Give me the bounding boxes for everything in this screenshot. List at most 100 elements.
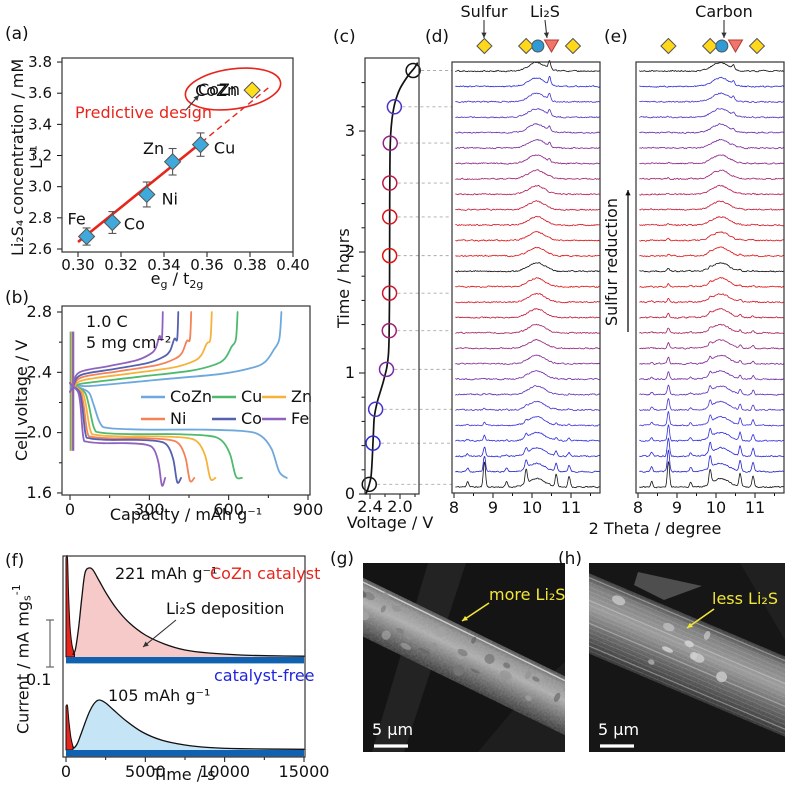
sem-g-li2s-particle xyxy=(525,695,532,701)
e-xrd-trace-5 xyxy=(639,398,785,411)
d-xrd-trace-7 xyxy=(455,370,601,381)
li2s-header-label: Li₂S xyxy=(530,2,560,21)
e-xrd-trace-8 xyxy=(639,354,785,365)
panel-c-chart: 0 1 2 3 2.4 2.0 xyxy=(345,57,452,516)
sem-g-fiber xyxy=(338,576,580,751)
e-xrd-trace-13 xyxy=(639,277,785,288)
de-x-axis-label: 2 Theta / degree xyxy=(588,519,722,538)
sem-g-li2s-particle xyxy=(363,591,375,601)
e-xrd-trace-7 xyxy=(639,370,785,381)
e-xrd-trace-20 xyxy=(639,169,785,180)
f-bottom-baseline-band xyxy=(66,750,304,757)
d-x-tick-label: 8 xyxy=(449,498,459,517)
c-voltage-curve xyxy=(365,62,419,495)
f-deposition-arrow-head xyxy=(143,641,149,647)
a-x-axis-label: eg / t2g xyxy=(150,269,204,292)
d-xrd-trace-16 xyxy=(455,231,601,242)
sem-g-li2s-particle xyxy=(338,603,352,617)
d-carbon-marker-circle xyxy=(531,39,545,53)
a-point-label-Ni: Ni xyxy=(162,189,178,208)
sem-h-li2s-clump xyxy=(663,622,675,632)
sem-h-fiber-texture xyxy=(589,572,785,752)
e-sulfur-marker-diamond xyxy=(660,37,677,55)
e-xrd-trace-25 xyxy=(639,92,785,103)
f-deposition-arrow xyxy=(142,619,177,648)
c-y-tick-label: 0 xyxy=(345,484,355,503)
c-y-tick-label: 1 xyxy=(345,363,355,382)
a-point-label-Zn: Zn xyxy=(143,139,164,158)
f-x-tick-label: 15000 xyxy=(279,762,330,781)
f-top-outline xyxy=(72,567,305,657)
a-x-tick-label: 0.40 xyxy=(276,256,309,274)
d-xrd-trace-25 xyxy=(455,92,601,104)
e-x-tick-label: 11 xyxy=(745,498,765,517)
e-xrd-trace-15 xyxy=(639,246,785,258)
e-plot-box xyxy=(635,61,785,494)
f-bottom-capacity-label: 105 mAh g⁻¹ xyxy=(108,686,211,705)
a-data-point-Co xyxy=(103,213,122,232)
e-x-tick-label: 10 xyxy=(706,498,726,517)
d-xrd-trace-22 xyxy=(455,138,601,150)
a-point-label-Co: Co xyxy=(124,215,145,234)
b-y-tick-label: 1.6 xyxy=(27,483,52,502)
e-xrd-trace-6 xyxy=(639,384,785,396)
b-x-tick-label: 0 xyxy=(65,500,75,519)
sem-h-fiber xyxy=(589,572,785,752)
f-top-area xyxy=(72,567,307,657)
c-time-marker-11 xyxy=(405,62,421,79)
a-y-tick-label: 3.4 xyxy=(28,115,52,133)
c-plot-box xyxy=(364,57,420,495)
panel-label-d: (d) xyxy=(425,27,450,47)
d-plot-box xyxy=(451,61,601,494)
sem-g-li2s-particle xyxy=(363,611,370,621)
d-xrd-trace-27 xyxy=(455,60,601,73)
b-x-tick-label: 600 xyxy=(213,500,244,519)
f-top-capacity-label: 221 mAh g⁻¹ xyxy=(115,564,218,583)
e-xrd-trace-9 xyxy=(639,339,785,350)
f-cozn-catalyst-label: CoZn catalyst xyxy=(210,564,321,583)
e-xrd-trace-11 xyxy=(639,308,785,319)
sem-h-li2s-clump xyxy=(703,630,711,640)
a-y-tick-label: 2.8 xyxy=(28,209,52,227)
panel-label-e: (e) xyxy=(604,27,628,47)
d-sulfur-marker-diamond xyxy=(476,37,493,55)
sem-g-li2s-particle xyxy=(380,605,386,613)
sem-g-annotation-arrow-head xyxy=(462,615,468,621)
c-y-tick-label: 3 xyxy=(345,121,355,140)
sem-g-li2s-particle xyxy=(400,642,412,650)
panel-a-inline-text: CoZn xyxy=(198,80,240,99)
sem-g-li2s-particle xyxy=(381,630,391,640)
sem-g-li2s-particle xyxy=(430,642,438,652)
f-x-tick-label: 5000 xyxy=(125,762,166,781)
sem-g-li2s-particle xyxy=(484,653,495,664)
e-carbon-marker-circle xyxy=(715,39,729,53)
d-xrd-trace-2 xyxy=(455,446,601,458)
f-x-axis-label: Time / s xyxy=(152,765,216,784)
e-xrd-trace-24 xyxy=(639,108,785,119)
d-xrd-trace-17 xyxy=(455,215,601,227)
sem-g-li2s-particle xyxy=(457,648,468,657)
d-xrd-trace-3 xyxy=(455,431,601,442)
sem-g-li2s-particle xyxy=(363,588,367,598)
e-sulfur-marker-diamond xyxy=(748,37,766,55)
sulfur-reduction-label: Sulfur reduction xyxy=(602,198,621,327)
b-charge-curve-CoZn xyxy=(69,311,283,393)
li2s-header-arrow-head xyxy=(543,32,549,38)
e-xrd-trace-2 xyxy=(639,437,785,458)
sem-h-annotation-arrow xyxy=(686,608,715,629)
e-sulfur-marker-diamond xyxy=(701,37,719,55)
d-x-tick-label: 11 xyxy=(561,498,581,517)
d-xrd-trace-15 xyxy=(455,246,601,258)
sulfur-header-arrow-head xyxy=(481,32,487,38)
panel-b-chart: 0 300 600 900 1.6 2.0 2.4 2.8 CoZn Cu Zn Ni Co Fe xyxy=(27,302,324,519)
d-li2s-marker-triangle xyxy=(543,39,560,53)
sem-g-annotation-arrow xyxy=(461,602,490,622)
d-sulfur-marker-diamond xyxy=(564,37,582,55)
panel-label-g: (g) xyxy=(330,549,355,569)
panel-f-chart: 0 5000 10000 15000 xyxy=(46,554,330,781)
sem-g-li2s-particle xyxy=(570,687,580,694)
d-xrd-trace-6 xyxy=(455,385,601,396)
e-xrd-trace-27 xyxy=(639,61,785,73)
b-x-tick-label: 300 xyxy=(134,500,165,519)
